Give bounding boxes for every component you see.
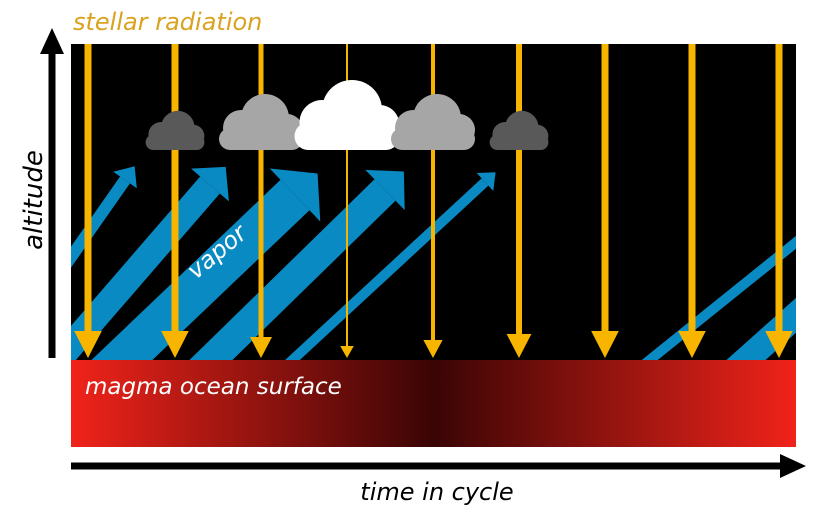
- vapor-arrowhead: [365, 169, 405, 211]
- radiation-arrowhead: [423, 340, 443, 358]
- radiation-arrowhead: [340, 346, 354, 358]
- radiation-arrowhead: [591, 331, 619, 358]
- radiation-arrowhead: [765, 331, 793, 358]
- cloud: [219, 94, 303, 150]
- radiation-arrows: [74, 44, 793, 358]
- vapor-band: [285, 178, 489, 360]
- cloud-puff: [443, 114, 475, 146]
- vapor-arrowhead: [113, 166, 137, 189]
- vapor-band: [641, 235, 796, 360]
- altitude-arrowhead: [40, 28, 64, 54]
- cloud: [391, 94, 475, 150]
- clouds: [145, 80, 549, 150]
- vapor-band: [189, 179, 396, 360]
- cloud: [145, 110, 205, 150]
- vapor-arrowhead: [476, 172, 496, 191]
- vapor-arrowhead: [269, 168, 321, 222]
- time-arrowhead: [780, 454, 806, 478]
- radiation-arrowhead: [250, 337, 272, 358]
- vapor-band: [726, 297, 796, 360]
- altitude-label: altitude: [19, 150, 49, 250]
- cloud-puff: [182, 124, 205, 148]
- radiation-arrowhead: [678, 331, 706, 358]
- vapor-band: [71, 176, 220, 360]
- radiation-arrowhead: [74, 331, 102, 358]
- radiation-arrowhead: [161, 331, 189, 358]
- vapor-arrowhead: [191, 166, 229, 202]
- cloud: [489, 110, 549, 150]
- cloud-puff: [359, 105, 400, 145]
- cloud: [294, 80, 400, 150]
- magma-surface: [71, 360, 796, 447]
- vapor-band: [71, 176, 130, 268]
- radiation-label: stellar radiation: [73, 8, 262, 36]
- radiation-arrowhead: [506, 334, 532, 358]
- time-label: time in cycle: [360, 478, 513, 506]
- cloud-puff: [526, 124, 549, 148]
- surface-label: magma ocean surface: [85, 374, 342, 400]
